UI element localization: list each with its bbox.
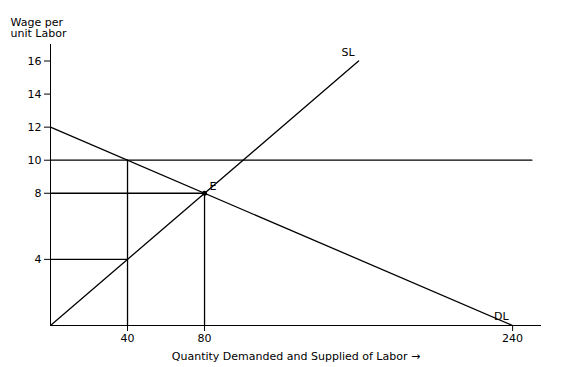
svg-text:DL: DL: [494, 310, 509, 323]
svg-text:Wage perunit Labor: Wage perunit Labor: [11, 16, 67, 40]
svg-text:4: 4: [35, 253, 42, 266]
svg-text:12: 12: [28, 121, 42, 134]
svg-text:8: 8: [35, 187, 42, 200]
svg-text:240: 240: [502, 332, 523, 345]
svg-text:80: 80: [198, 332, 212, 345]
svg-text:SL: SL: [341, 46, 355, 59]
svg-text:40: 40: [121, 332, 135, 345]
svg-text:14: 14: [28, 88, 42, 101]
svg-text:Quantity Demanded and Supplied: Quantity Demanded and Supplied of Labor …: [172, 350, 420, 363]
svg-text:16: 16: [28, 55, 42, 68]
svg-text:E: E: [210, 180, 217, 193]
svg-text:10: 10: [28, 154, 42, 167]
